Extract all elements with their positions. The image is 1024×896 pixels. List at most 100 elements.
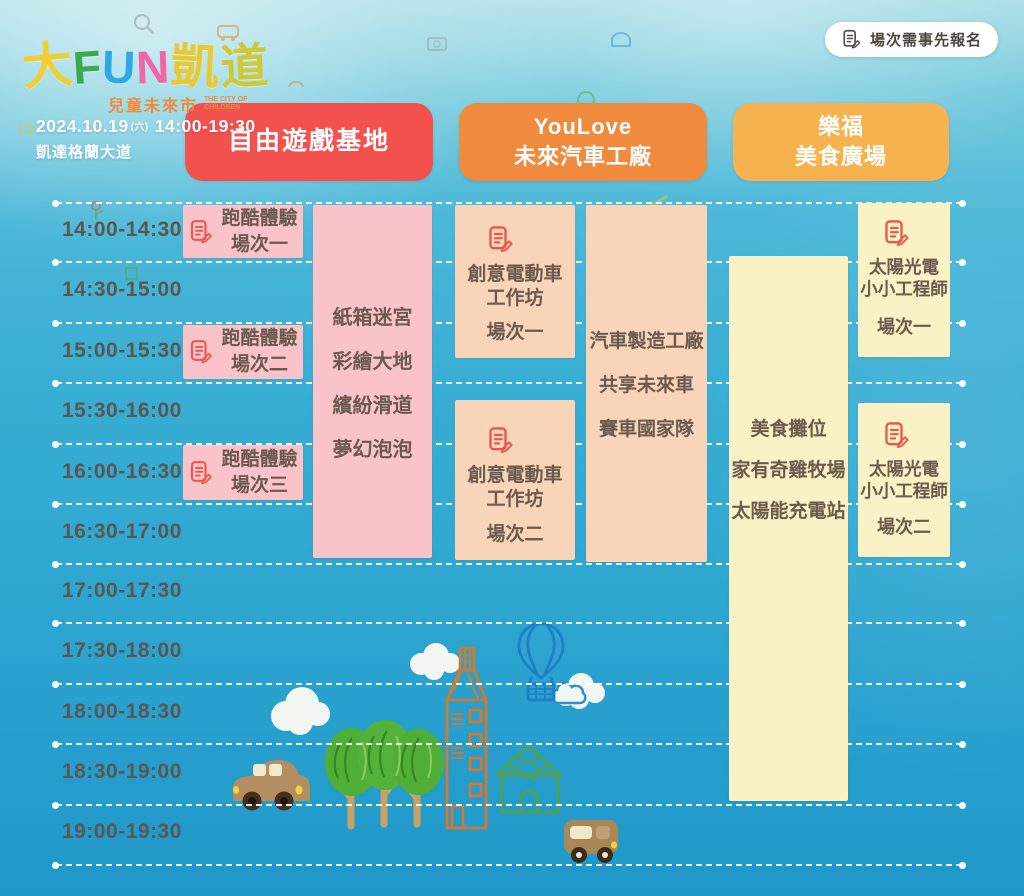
time-slot-label: 18:00-18:30 [62,700,182,723]
time-gridline [52,379,966,387]
schedule-block-parkour-session-3[interactable]: 跑酷體驗 場次三 [183,445,303,500]
time-slot-label: 15:00-15:30 [62,339,182,362]
block-title: 跑酷體驗 [221,448,298,470]
time-slot-label: 16:30-17:00 [62,520,182,543]
schedule-block-food-plaza-activities[interactable]: 美食攤位 家有奇雞牧場 太陽能充電站 [729,256,848,801]
event-date: 2024.10.19 [36,116,129,136]
block-title: 跑酷體驗 [221,207,298,229]
hot-air-balloon [517,622,565,702]
column-title: 未來汽車工廠 [513,144,652,169]
block-title: 創意電動車 [467,264,563,285]
cloud-white-middle [410,643,460,680]
registration-note-badge[interactable]: 場次需事先報名 [824,22,998,57]
tower [445,646,488,830]
schedule-block-parkour-session-1[interactable]: 跑酷體驗 場次一 [183,205,303,258]
block-session: 場次二 [877,517,931,537]
schedule-block-car-factory-activities[interactable]: 汽車製造工廠 共享未來車 賽車國家隊 [586,205,707,562]
time-gridline [52,680,966,688]
sedan-car [233,760,310,811]
registration-icon [882,421,911,450]
time-gridline [52,560,966,568]
column-title: 樂福 [817,114,864,140]
time-slot-label: 18:30-19:00 [62,760,182,783]
cloud-white-left [271,687,330,735]
column-title: 美食廣場 [794,144,887,169]
cloud-outline-blue [549,681,587,705]
block-title: 小小工程師 [860,480,948,501]
title-char: 大 [20,35,76,97]
time-slot-label: 16:00-16:30 [62,460,182,483]
registration-icon [188,460,214,486]
block-title: 小小工程師 [860,278,948,299]
schedule-block-solar-engineer-session-1[interactable]: 太陽光電 小小工程師 場次一 [858,203,950,357]
registration-icon [486,225,515,254]
block-session: 場次二 [230,354,288,375]
event-weekday: (六) [130,122,149,133]
time-slot-label: 14:30-15:00 [62,278,182,301]
block-title: 賽車國家隊 [598,419,694,440]
block-title: 共享未來車 [598,375,694,396]
clipboard-pencil-icon [841,29,862,50]
block-session: 場次一 [230,233,288,255]
schedule-block-ev-workshop-session-1[interactable]: 創意電動車 工作坊 場次一 [455,205,575,358]
column-header-lefu-food-plaza: 樂福 美食廣場 [733,103,949,181]
time-slot-label: 17:30-18:00 [62,639,182,662]
event-title: 大FUN凱道 [20,26,271,98]
block-title: 工作坊 [486,488,544,510]
title-char: 道 [218,39,271,96]
registration-icon [882,219,911,248]
title-char: F [71,40,104,94]
time-gridline [52,801,966,809]
block-title: 紙箱迷宮 [332,307,413,329]
title-char: 凱 [168,39,221,96]
time-gridline [52,740,966,748]
block-session: 場次二 [486,524,544,545]
column-header-free-play-base: 自由遊戲基地 [185,103,433,181]
van [564,820,618,863]
event-subtitle-en: THE CITY OF CHILDREN [204,95,248,111]
block-session: 場次一 [877,317,931,337]
time-slot-label: 17:00-17:30 [62,579,182,602]
trees [325,720,444,830]
schedule-block-ev-workshop-session-2[interactable]: 創意電動車 工作坊 場次二 [455,400,575,560]
block-session: 場次一 [486,322,544,343]
block-title: 工作坊 [486,287,544,309]
block-title: 家有奇雞牧場 [731,460,846,481]
block-title: 跑酷體驗 [221,328,298,350]
block-session: 場次三 [230,474,288,496]
block-title: 汽車製造工廠 [589,331,704,352]
block-title: 太陽能充電站 [731,501,846,522]
registration-icon [188,219,214,245]
event-location: 凱達格蘭大道 [36,144,133,161]
event-subtitle: 兒童未來市 [108,98,199,115]
column-title: 自由遊戲基地 [227,127,390,156]
registration-icon [188,339,214,365]
time-slot-label: 19:00-19:30 [62,820,182,843]
schedule-block-solar-engineer-session-2[interactable]: 太陽光電 小小工程師 場次二 [858,403,950,557]
title-char: N [135,40,172,94]
block-title: 彩繪大地 [332,351,413,373]
cloud-white-right [554,673,605,709]
time-slot-label: 15:30-16:00 [62,399,182,422]
time-gridline [52,199,966,207]
block-title: 太陽光電 [869,257,939,277]
schedule-block-parkour-session-2[interactable]: 跑酷體驗 場次二 [183,325,303,379]
time-gridline [52,861,966,869]
column-header-youlove-car-factory: YouLove 未來汽車工廠 [459,103,707,181]
time-gridline [52,619,966,627]
block-title: 太陽光電 [869,459,939,479]
registration-icon [486,426,515,455]
badge-label: 場次需事先報名 [869,32,982,49]
event-logo: 大FUN凱道 兒童未來市 THE CITY OF CHILDREN [20,26,271,116]
title-char: U [101,40,138,94]
block-title: 夢幻泡泡 [332,439,413,461]
schedule-block-playground-activities[interactable]: 紙箱迷宮 彩繪大地 繽紛滑道 夢幻泡泡 [313,205,432,558]
column-title: YouLove [533,114,633,140]
block-title: 美食攤位 [750,419,827,440]
time-slot-label: 14:00-14:30 [62,218,182,241]
block-title: 繽紛滑道 [332,395,413,417]
block-title: 創意電動車 [467,465,563,486]
house [495,744,562,814]
event-hours: 14:00-19:30 [154,116,256,136]
